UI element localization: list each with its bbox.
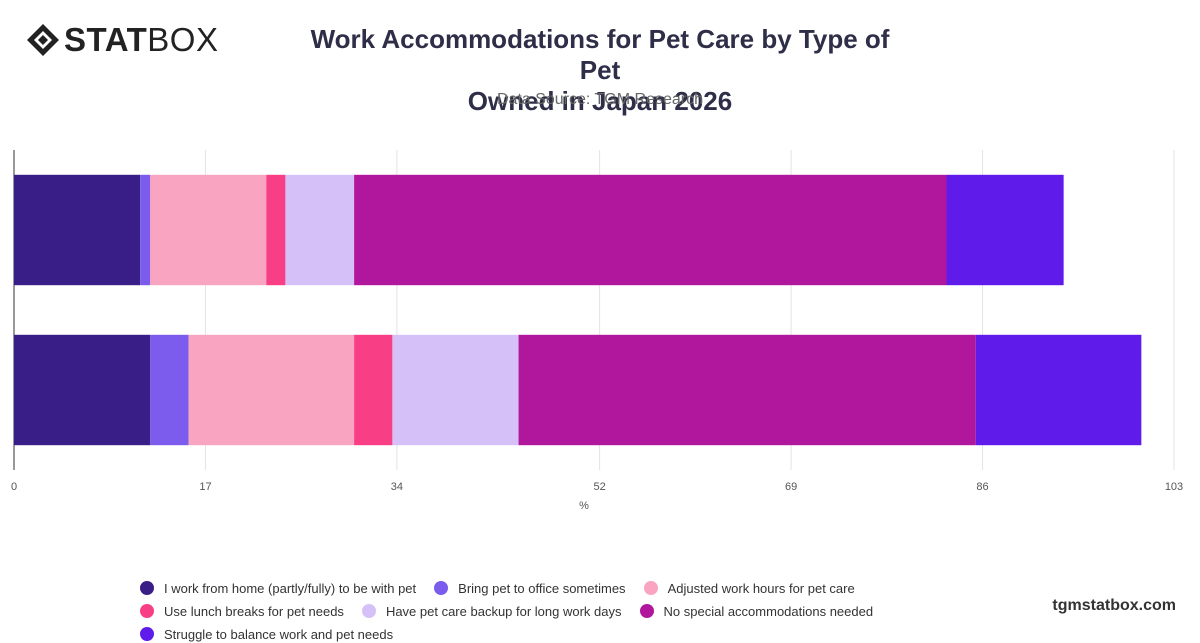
bar-segment — [188, 334, 355, 446]
x-tick-label: 34 — [391, 481, 403, 493]
bar-segment — [392, 334, 519, 446]
bar-segment — [354, 334, 393, 446]
x-axis-label: % — [579, 500, 589, 512]
footer-url: tgmstatbox.com — [1052, 597, 1176, 614]
legend-label: Adjusted work hours for pet care — [667, 580, 855, 596]
chart-title-line-2: Owned in Japan 2026 — [467, 86, 733, 116]
bar-segment — [285, 174, 355, 286]
bar-segment — [150, 334, 189, 446]
chart-title-line-1: Work Accommodations for Pet Care by Type… — [310, 24, 890, 85]
legend-item[interactable]: Bring pet to office sometimes — [434, 579, 626, 597]
legend-item[interactable]: Have pet care backup for long work days — [361, 602, 622, 620]
legend-item[interactable]: No special accommodations needed — [639, 602, 874, 620]
x-tick-label: 52 — [594, 481, 606, 493]
legend-label: No special accommodations needed — [663, 603, 874, 619]
legend-item[interactable]: I work from home (partly/fully) to be wi… — [140, 579, 416, 597]
legend-item[interactable]: Use lunch breaks for pet needs — [140, 602, 344, 620]
x-tick-label: 69 — [785, 481, 797, 493]
diamond-logo-icon — [27, 24, 59, 56]
bar-segment — [975, 334, 1142, 446]
legend-swatch — [140, 627, 154, 641]
legend-label: Use lunch breaks for pet needs — [164, 603, 344, 619]
bar-segment — [14, 174, 141, 286]
legend-label: I work from home (partly/fully) to be wi… — [164, 580, 417, 596]
legend-swatch — [361, 604, 376, 618]
legend-swatch — [643, 581, 658, 595]
legend-swatch — [140, 581, 154, 595]
legend-swatch — [639, 604, 654, 618]
bar-segment — [140, 174, 151, 286]
bar-segment — [518, 334, 976, 446]
legend-item[interactable]: Adjusted work hours for pet care — [643, 579, 855, 597]
x-tick-label: 17 — [199, 481, 211, 493]
legend-label: Have pet care backup for long work days — [385, 603, 622, 619]
x-tick-label: 0 — [11, 481, 17, 493]
bar-segment — [14, 334, 151, 446]
chart-subtitle: Data Source: TGM Research — [496, 91, 703, 108]
chart-title: Work Accommodations for Pet Care by Type… — [300, 24, 900, 117]
legend-swatch — [434, 581, 449, 595]
bar-segment — [266, 174, 286, 286]
legend-label: Struggle to balance work and pet needs — [164, 626, 394, 642]
brand-wordmark: STATBOX — [64, 21, 219, 58]
x-tick-label: 86 — [976, 481, 988, 493]
bar-segment — [354, 174, 947, 286]
brand-logo: STATBOX — [26, 22, 218, 58]
stacked-bar-chart: 0 17 34 52 69 86 103% — [11, 150, 1183, 512]
bar-segment — [946, 174, 1064, 286]
chart-legend: I work from home (partly/fully) to be wi… — [140, 579, 1080, 643]
bar-segment — [150, 174, 267, 286]
x-tick-label: 103 — [1165, 481, 1183, 493]
legend-swatch — [140, 604, 154, 618]
legend-label: Bring pet to office sometimes — [458, 580, 626, 596]
